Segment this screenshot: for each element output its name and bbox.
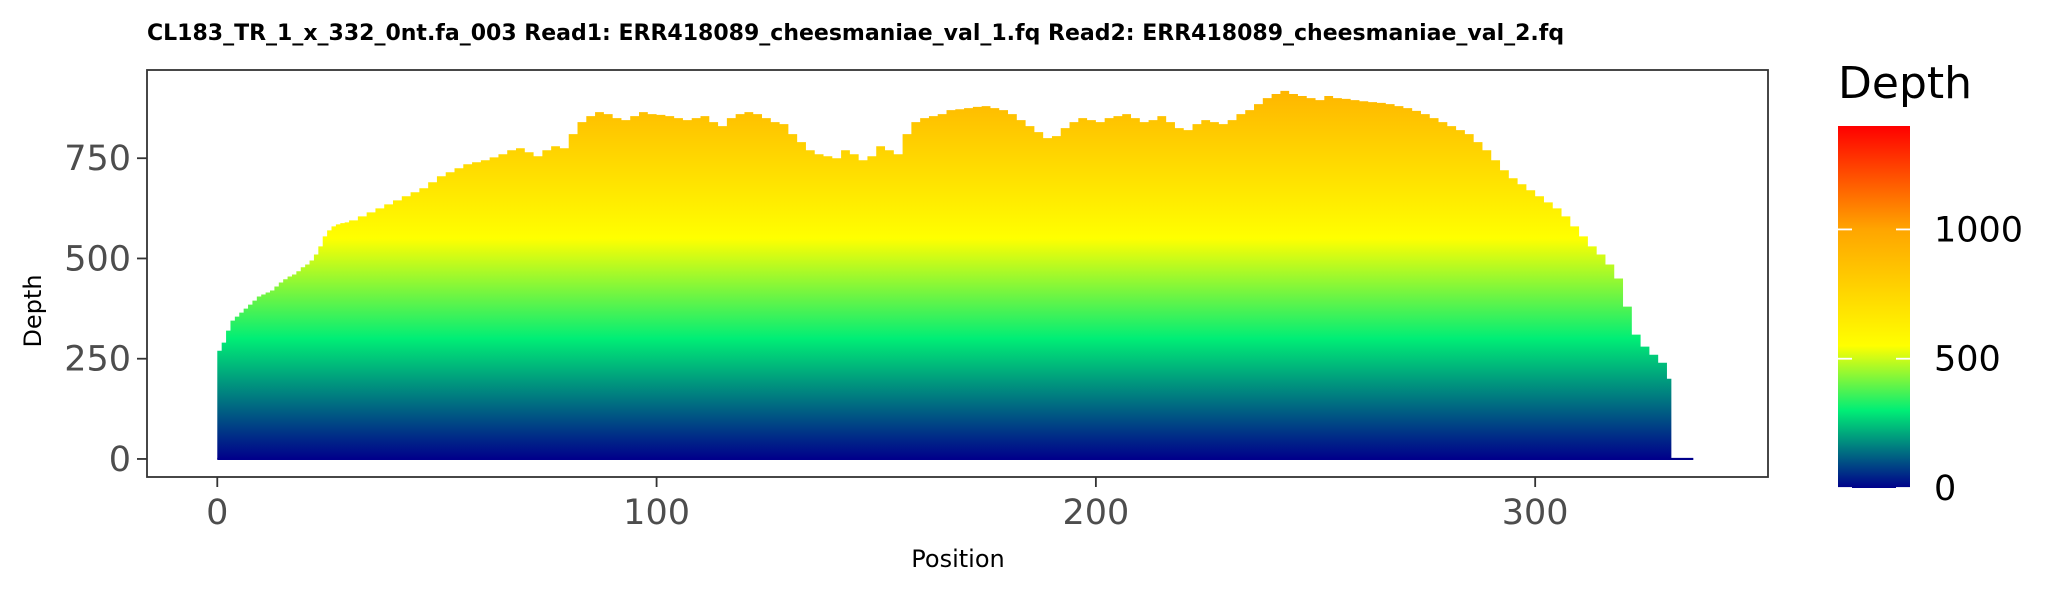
legend-title: Depth bbox=[1838, 58, 1972, 109]
chart-title: CL183_TR_1_x_332_0nt.fa_003 Read1: ERR41… bbox=[147, 21, 1564, 46]
x-tick-label: 0 bbox=[206, 493, 228, 533]
x-axis-title: Position bbox=[911, 545, 1004, 573]
legend-tick-label: 0 bbox=[1934, 469, 1956, 509]
plot-panel-border bbox=[146, 69, 1769, 478]
y-axis-title: Depth bbox=[19, 274, 47, 347]
x-tick-label: 200 bbox=[1062, 493, 1129, 533]
plot-area bbox=[217, 90, 1694, 461]
x-tick-label: 300 bbox=[1502, 493, 1569, 533]
y-axis: 0 250 500 750 bbox=[64, 139, 147, 480]
legend-ticks: 0 500 1000 bbox=[1838, 210, 2023, 509]
y-tick-label: 0 bbox=[109, 440, 131, 480]
legend-colorbar bbox=[1838, 126, 1910, 488]
y-tick-label: 500 bbox=[64, 239, 131, 279]
depth-area bbox=[217, 90, 1694, 459]
x-tick-label: 100 bbox=[623, 493, 690, 533]
legend-tick-label: 500 bbox=[1934, 340, 2001, 380]
legend-tick-label: 1000 bbox=[1934, 210, 2023, 250]
color-legend: Depth 0 500 1000 bbox=[1838, 58, 2023, 509]
y-tick-label: 250 bbox=[64, 340, 131, 380]
y-tick-label: 750 bbox=[64, 139, 131, 179]
x-axis: 0 100 200 300 bbox=[206, 477, 1569, 533]
